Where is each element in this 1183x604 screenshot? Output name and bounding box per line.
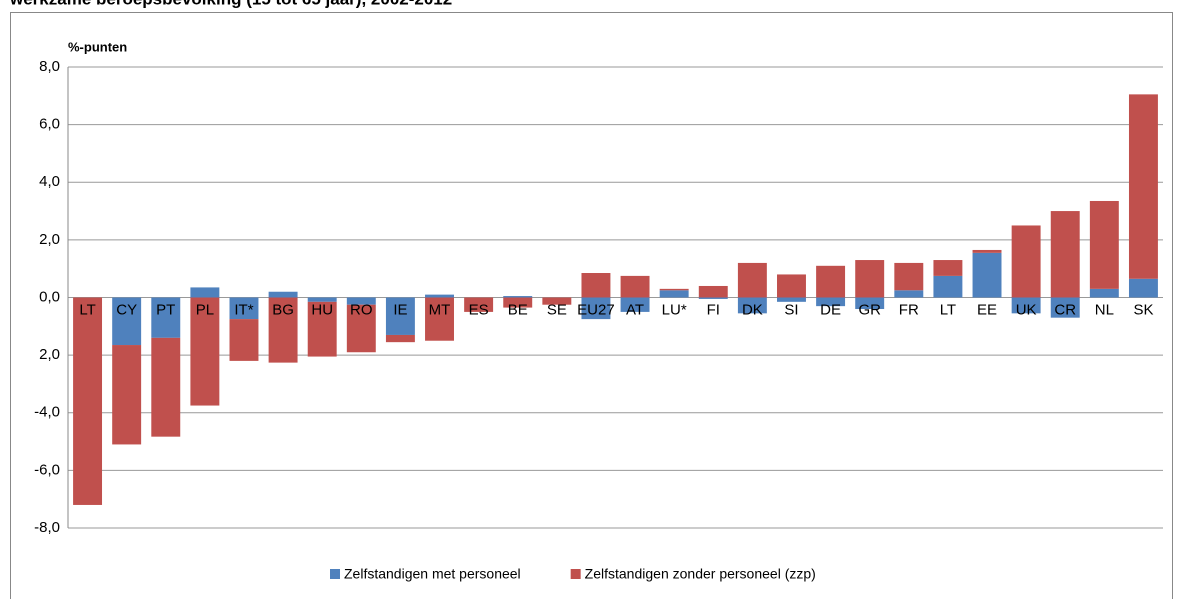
bar-segment [698,297,728,299]
bar-segment [190,287,220,298]
bar-segment [1050,211,1080,298]
bar-segment [816,265,846,298]
bar-segment [1050,297,1080,318]
bar-segment [385,297,415,335]
y-tick-label: -6,0 [34,461,60,478]
bar-segment [972,249,1002,253]
bar-segment [816,297,846,307]
bar-segment [894,290,924,298]
x-tick-label: RO [350,301,373,318]
x-tick-label: BE [508,301,528,318]
y-tick-label: 6,0 [39,116,60,133]
x-tick-label: LU* [662,301,687,318]
bar-segment [737,297,767,314]
x-tick-label: SE [547,301,567,318]
bar-segment [151,337,181,437]
bar-segment [425,297,454,341]
x-tick-label: UK [1016,301,1037,318]
bar-segment [503,297,533,308]
x-tick-label: SI [784,301,798,318]
bar-segment [1011,225,1041,298]
bar-segment [1089,200,1119,289]
bar-segment [659,290,689,298]
x-tick-label: CR [1054,301,1076,318]
y-tick-label: 0,0 [39,288,60,305]
legend-label: Zelfstandigen zonder personeel (zzp) [585,566,816,582]
bar-segment [1128,278,1158,298]
bar-segment [933,260,963,276]
bar-segment [503,296,533,298]
bar-segment [933,275,963,298]
bar-segment [777,297,806,302]
bar-segment [698,285,728,298]
y-tick-label: 2,0 [39,231,60,248]
x-tick-label: AT [626,301,644,318]
x-tick-label: ES [469,301,489,318]
bar-segment [1128,94,1158,279]
x-tick-label: GR [858,301,881,318]
y-tick-label: -8,0 [34,519,60,536]
x-tick-label: FI [707,301,720,318]
bar-segment [112,297,142,346]
chart-title: werkzame beroepsbevolking (15 tot 65 jaa… [9,0,452,8]
bar-segment [777,274,806,298]
bar-segment [112,345,142,445]
bar-segment [307,297,337,302]
x-tick-label: IE [393,301,407,318]
legend-swatch [570,569,581,579]
bar-segment [268,297,298,363]
x-tick-label: LT [79,301,95,318]
x-tick-label: MT [429,301,451,318]
y-tick-label: 4,0 [39,173,60,190]
bar-segment [190,297,220,406]
x-tick-label: IT* [234,301,253,318]
bar-segment [620,275,650,298]
bar-segment [268,291,298,298]
bar-segment [620,297,650,312]
x-tick-label: DK [742,301,763,318]
x-tick-label: PL [196,301,214,318]
bar-segment [346,304,376,353]
x-tick-label: EU27 [577,301,615,318]
x-tick-label: EE [977,301,997,318]
x-tick-label: DE [820,301,841,318]
x-tick-label: NL [1095,301,1114,318]
x-tick-label: CY [116,301,137,318]
bar-segment [1011,297,1041,314]
bar-segment [385,334,415,343]
bar-segment [229,319,259,361]
bar-segment [659,288,689,291]
legend-swatch [330,569,340,579]
bar-segment [73,297,103,505]
y-axis-title: %-punten [68,39,127,54]
bar-segment [581,297,611,320]
bar-segment [737,262,767,298]
bar-segment [229,297,259,320]
bar-segment [972,252,1002,298]
x-tick-label: PT [156,301,175,318]
y-tick-label: -4,0 [34,404,60,421]
bar-segment [151,297,181,338]
bar-segment [1089,288,1119,298]
x-tick-label: LT [940,301,956,318]
x-tick-label: BG [272,301,294,318]
bar-segment [581,273,611,298]
bar-segment [894,262,924,291]
y-tick-label: 2,0 [39,346,60,363]
x-tick-label: FR [899,301,919,318]
bar-segment [855,260,885,298]
legend-label: Zelfstandigen met personeel [344,566,521,582]
x-tick-label: SK [1133,301,1153,318]
bar-segment [346,297,376,305]
bar-segment [542,297,572,305]
bar-segment [425,294,454,298]
y-tick-label: 8,0 [39,58,60,75]
bar-segment [464,297,494,312]
bar-segment [855,297,885,310]
x-tick-label: HU [311,301,333,318]
bar-segment [307,301,337,357]
